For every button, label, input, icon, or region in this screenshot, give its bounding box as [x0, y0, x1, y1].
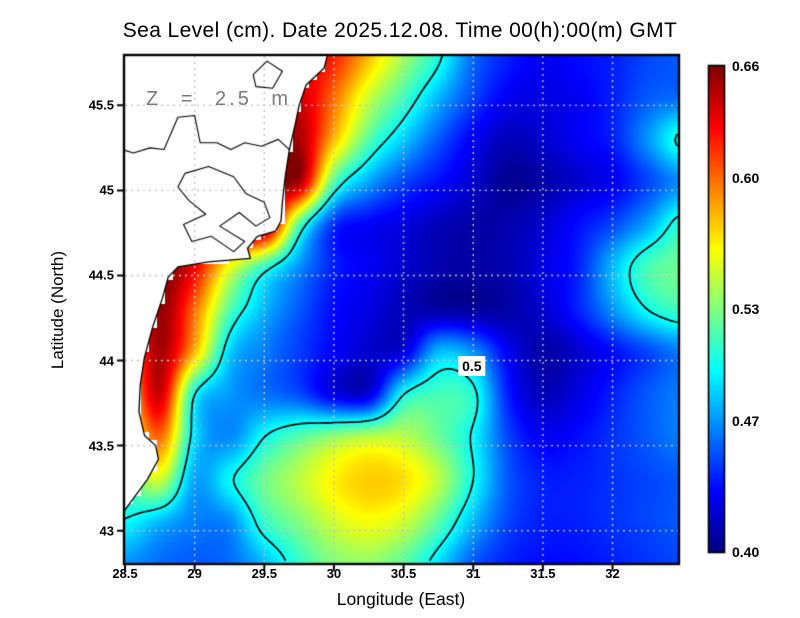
x-tick-label: 31	[466, 566, 481, 581]
x-tick-label: 32	[605, 566, 620, 581]
chart-title: Sea Level (cm). Date 2025.12.08. Time 00…	[122, 19, 678, 42]
y-tick-label: 43.5	[88, 438, 114, 454]
x-tick-label: 30.5	[390, 566, 417, 581]
contour-label: 0.5	[458, 355, 486, 376]
colorbar-tick-label: 0.66	[732, 58, 760, 74]
colorbar-tick-label: 0.53	[732, 301, 760, 317]
x-tick-label: 29	[187, 566, 202, 581]
x-tick-label: 29.5	[251, 566, 277, 581]
x-tick-label: 30	[326, 566, 342, 581]
colorbar-tick-label: 0.40	[732, 544, 760, 560]
x-tick-label: 28.5	[112, 566, 138, 581]
x-axis-label: Longitude (East)	[336, 589, 466, 609]
y-tick-label: 44.5	[88, 267, 114, 283]
y-tick-label: 45	[99, 182, 114, 198]
colorbar-tick-label: 0.47	[732, 413, 760, 430]
y-axis-label: Latitude (North)	[48, 250, 67, 370]
depth-annotation: Z = 2.5 m	[146, 88, 292, 110]
y-tick-label: 43	[99, 523, 114, 539]
y-tick-label: 45.5	[88, 97, 114, 113]
x-tick-label: 31.5	[530, 566, 556, 581]
colorbar-tick-label: 0.60	[732, 170, 760, 187]
y-tick-label: 44	[99, 353, 114, 369]
